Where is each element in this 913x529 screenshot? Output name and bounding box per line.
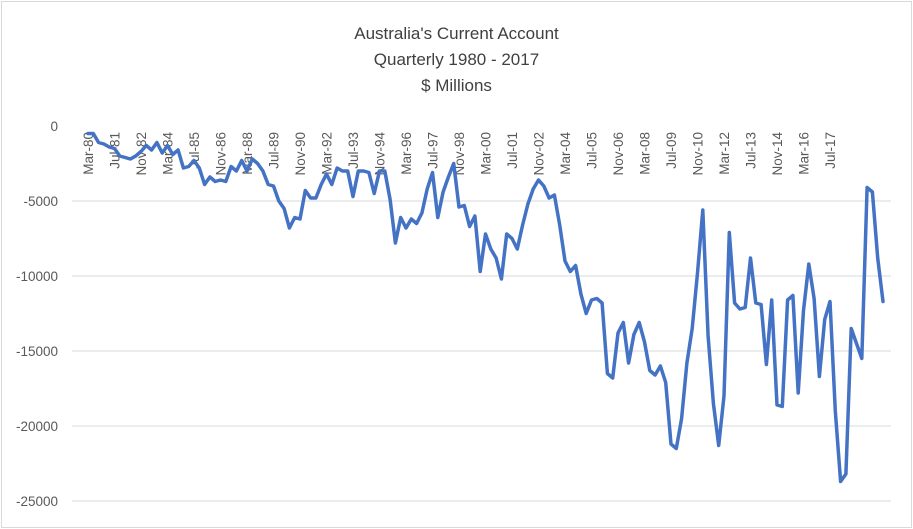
y-tick-label: -15000 [16,344,58,359]
x-tick-label: Jul-09 [664,132,679,169]
series-layer [86,131,885,484]
y-tick-label: -10000 [16,269,58,284]
chart-title-line-1: Australia's Current Account [354,24,559,43]
x-tick-label: Mar-04 [558,132,573,175]
y-axis-ticks: 0 -5000 -10000 -15000 -20000 -25000 [16,119,58,509]
x-tick-label: Jul-17 [823,132,838,169]
x-tick-label: Jul-01 [505,132,520,169]
x-tick-label: Mar-12 [717,132,732,175]
chart-title-line-3: $ Millions [421,76,492,95]
x-tick-label: Nov-94 [373,132,388,176]
x-tick-label: Nov-86 [214,132,229,176]
gridlines [72,200,891,502]
x-tick-label: Jul-89 [267,132,282,169]
x-tick-label: Nov-10 [691,132,706,176]
y-tick-label: -20000 [16,419,58,434]
x-tick-label: Mar-84 [161,132,176,175]
y-tick-label: -25000 [16,494,58,509]
x-tick-label: Nov-14 [770,132,785,176]
x-tick-label: Mar-00 [479,132,494,175]
x-tick-label: Nov-98 [452,132,467,176]
x-tick-label: Jul-93 [346,132,361,169]
x-tick-label: Jul-05 [585,132,600,169]
x-tick-label: Mar-92 [320,132,335,175]
y-tick-label: -5000 [23,194,58,209]
x-tick-label: Jul-97 [426,132,441,169]
x-axis-ticks: Mar-80 Jul-81 Nov-82 Mar-84 Jul-85 Nov-86 Mar-… [81,132,838,176]
x-tick-label: Nov-82 [134,132,149,176]
x-tick-label: Mar-96 [399,132,414,175]
x-tick-label: Mar-08 [638,132,653,175]
series-line [86,131,885,484]
x-tick-label: Mar-80 [81,132,96,175]
x-tick-label: Mar-16 [797,132,812,175]
x-tick-label: Jul-85 [187,132,202,169]
y-tick-label: 0 [50,119,58,134]
x-tick-label: Jul-13 [744,132,759,169]
x-tick-label: Nov-06 [611,132,626,176]
x-tick-label: Nov-90 [293,132,308,176]
x-tick-label: Nov-02 [532,132,547,176]
chart-title-line-2: Quarterly 1980 - 2017 [373,50,540,69]
